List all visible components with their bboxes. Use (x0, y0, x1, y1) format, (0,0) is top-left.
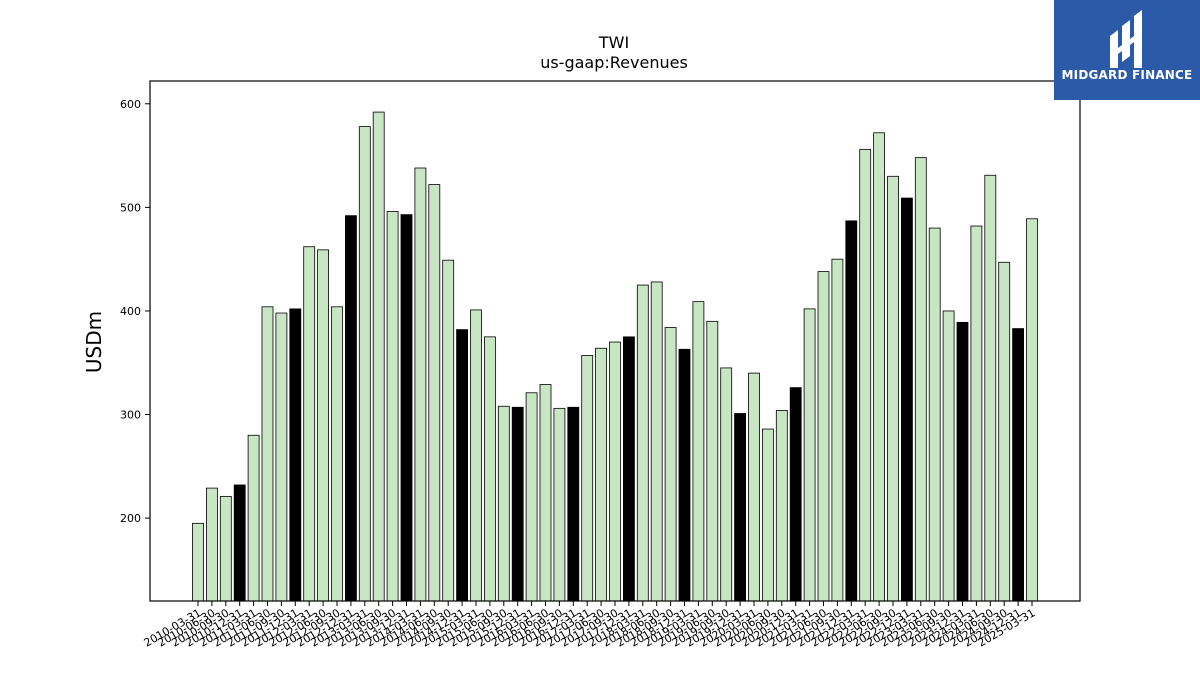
plot-frame (149, 80, 1081, 602)
bar-2020-09-30 (775, 409, 788, 602)
y-tick-label: 500 (120, 201, 141, 214)
bar-2012-06-30 (317, 249, 330, 602)
bar-2020-12-31 (789, 387, 802, 602)
bar-2023-06-30 (928, 227, 941, 602)
bar-2012-09-30 (331, 306, 343, 602)
bar-2014-06-30 (428, 184, 441, 602)
bar-2017-06-30 (595, 347, 607, 602)
bar-2021-03-31 (803, 308, 816, 602)
bar-2022-06-30 (873, 132, 885, 602)
x-axis-ticks: 2010-03-312010-06-302010-09-302010-12-31… (142, 601, 1038, 650)
bar-2013-12-31 (400, 214, 413, 602)
bar-2011-06-30 (261, 306, 274, 602)
bar-2011-12-31 (289, 308, 302, 602)
bar-2015-06-30 (483, 336, 496, 602)
bar-2013-03-31 (358, 126, 371, 602)
bar-2024-09-30 (998, 261, 1011, 602)
bar-2016-12-31 (567, 406, 580, 602)
y-axis-ticks: 200 300 400 500 600 (120, 98, 150, 525)
chart-title: TWI (598, 33, 629, 52)
y-tick-label: 300 (120, 409, 141, 422)
bar-2011-03-31 (247, 434, 260, 602)
bar-2010-09-30 (219, 495, 232, 602)
bar-2016-09-30 (553, 407, 566, 602)
bar-2021-06-30 (817, 271, 830, 602)
y-axis-label: USDm (82, 311, 106, 373)
bar-2018-03-31 (636, 284, 649, 602)
bar-2025-03-31 (1026, 218, 1038, 602)
bar-2011-09-30 (275, 312, 288, 602)
y-tick-label: 400 (120, 305, 141, 318)
midgard-logo-icon (1110, 10, 1142, 68)
bar-2013-09-30 (386, 211, 399, 602)
brand-logo: MIDGARD FINANCE (1054, 0, 1200, 100)
bar-2014-09-30 (442, 259, 455, 602)
bar-2019-12-31 (734, 413, 746, 602)
bar-2019-03-31 (692, 301, 705, 602)
bar-2017-03-31 (581, 355, 594, 602)
bar-2023-12-31 (956, 321, 969, 602)
bar-2018-09-30 (664, 327, 677, 602)
bar-2017-09-30 (609, 341, 621, 602)
y-tick-label: 200 (120, 512, 141, 525)
bar-2024-03-31 (970, 225, 983, 602)
bar-2015-12-31 (511, 406, 524, 602)
bar-2010-06-30 (205, 487, 218, 602)
bar-2022-12-31 (901, 197, 913, 602)
bar-2024-12-31 (1012, 328, 1024, 602)
bar-2016-06-30 (539, 384, 552, 602)
bar-2014-12-31 (456, 329, 469, 602)
bar-2019-09-30 (720, 367, 733, 602)
bar-2015-09-30 (497, 405, 510, 602)
bar-2015-03-31 (470, 309, 482, 602)
y-tick-label: 600 (120, 98, 141, 111)
bar-2012-03-31 (303, 246, 316, 602)
bar-2021-12-31 (845, 220, 858, 602)
bar-2012-12-31 (344, 215, 357, 602)
brand-name: MIDGARD FINANCE (1061, 68, 1193, 82)
bar-2018-12-31 (678, 348, 691, 602)
bar-2010-12-31 (233, 484, 246, 602)
chart-subtitle: us-gaap:Revenues (540, 53, 688, 72)
bar-2020-06-30 (762, 428, 774, 602)
bar-2016-03-31 (525, 392, 538, 602)
bar-2014-03-31 (414, 167, 427, 602)
bar-2013-06-30 (372, 111, 385, 602)
bar-2023-09-30 (942, 310, 955, 602)
bar-2022-03-31 (859, 148, 872, 602)
bar-2017-12-31 (623, 336, 635, 602)
bar-2022-09-30 (887, 175, 899, 602)
bar-2020-03-31 (748, 372, 760, 602)
bar-2023-03-31 (914, 157, 927, 602)
bars-group (192, 111, 1038, 602)
bar-2021-09-30 (831, 258, 844, 602)
bar-2018-06-30 (650, 281, 663, 602)
bar-2010-03-31 (192, 522, 204, 602)
bar-2019-06-30 (706, 320, 719, 602)
bar-2024-06-30 (984, 174, 997, 602)
